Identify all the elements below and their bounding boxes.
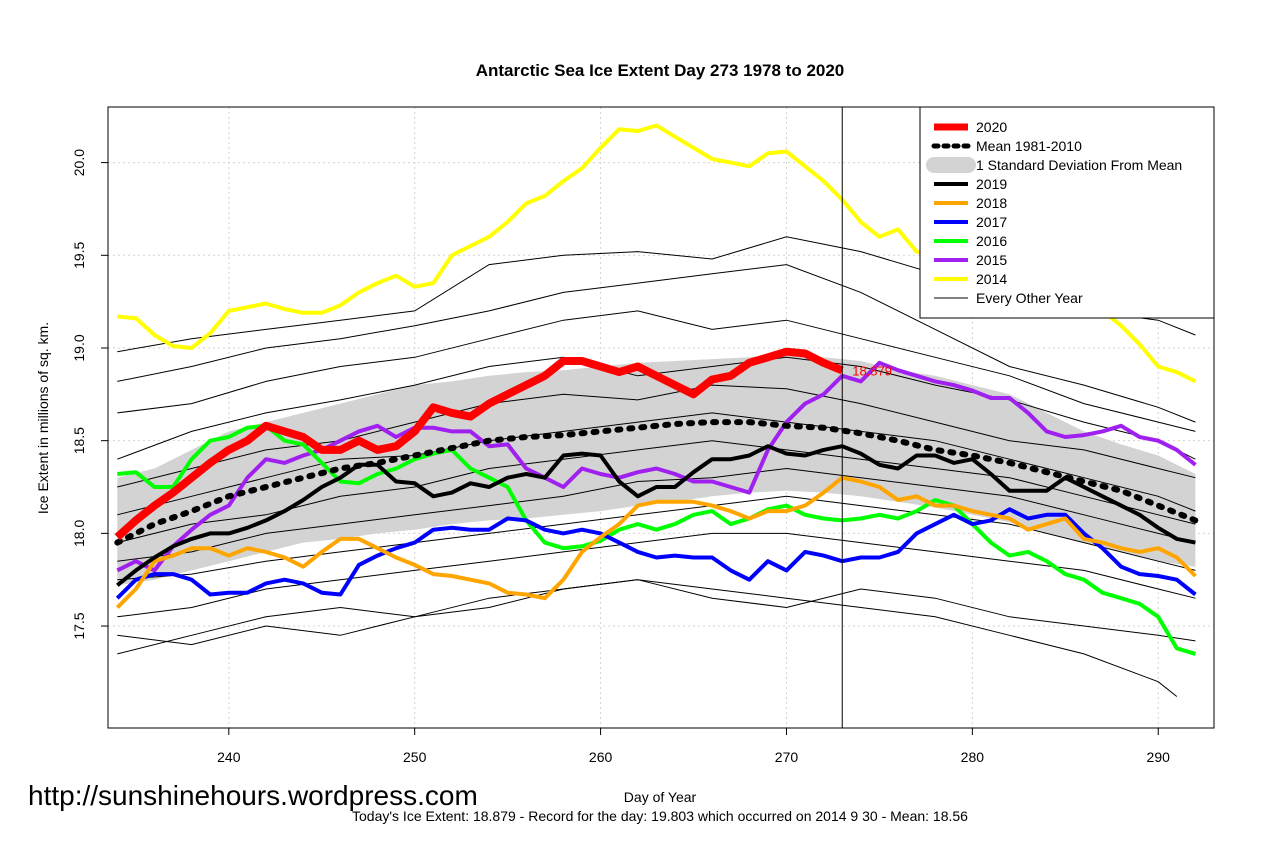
legend-box <box>919 106 1215 319</box>
current-day-marker: 18.879 <box>841 107 892 728</box>
other-year-line-5 <box>117 412 1196 516</box>
legend-label-3: 2019 <box>976 176 1007 192</box>
legend-label-5: 2017 <box>976 214 1007 230</box>
x-tick-label-1: 250 <box>403 749 427 765</box>
other-year-line-7 <box>117 467 1196 562</box>
other-year-line-6 <box>117 440 1196 544</box>
legend-label-7: 2015 <box>976 252 1007 268</box>
chart-title: Antarctic Sea Ice Extent Day 273 1978 to… <box>476 61 845 80</box>
series-line-2019 <box>116 444 1196 587</box>
legend-label-2: 1 Standard Deviation From Mean <box>976 157 1182 173</box>
other-year-line-8 <box>117 495 1196 581</box>
other-year-line-2 <box>117 310 1196 432</box>
y-axis: 17.5 18.0 18.5 19.0 19.5 20.0 <box>71 149 108 640</box>
watermark-url: http://sunshinehours.wordpress.com <box>28 780 478 811</box>
legend-label-4: 2018 <box>976 195 1007 211</box>
other-year-line-10 <box>117 579 1196 655</box>
legend-label-6: 2016 <box>976 233 1007 249</box>
current-value-label: 18.879 <box>852 363 892 378</box>
legend-label-1: Mean 1981-2010 <box>976 138 1082 154</box>
y-tick-label-3: 19.0 <box>71 334 87 361</box>
x-tick-label-3: 270 <box>775 749 799 765</box>
series-line-2017 <box>115 507 1197 600</box>
x-tick-label-4: 280 <box>961 749 985 765</box>
x-axis-label: Day of Year <box>624 789 697 805</box>
x-tick-label-5: 290 <box>1147 749 1171 765</box>
other-year-line-11 <box>117 579 1178 697</box>
other-year-line-1 <box>117 264 1196 423</box>
series-line-2015 <box>116 360 1197 573</box>
x-tick-label-0: 240 <box>217 749 241 765</box>
y-axis-label: Ice Extent in millions of sq. km. <box>35 322 51 514</box>
y-tick-label-4: 19.5 <box>71 241 87 268</box>
x-axis: 240 250 260 270 280 290 <box>217 728 1170 765</box>
plot-frame <box>107 106 1215 729</box>
legend-label-9: Every Other Year <box>976 290 1083 306</box>
y-tick-label-2: 18.5 <box>71 427 87 454</box>
legend-label-8: 2014 <box>976 271 1007 287</box>
series-line-mean-1981-2010 <box>114 419 1199 546</box>
other-year-line-3 <box>117 356 1196 460</box>
series-line-2018 <box>115 475 1197 609</box>
y-tick-label-0: 17.5 <box>71 612 87 639</box>
y-tick-label-1: 18.0 <box>71 520 87 547</box>
series-line-2020 <box>114 347 844 541</box>
series-lines <box>114 123 1199 656</box>
series-line-2016 <box>117 423 1196 656</box>
legend: 2020 Mean 1981-2010 1 Standard Deviation F… <box>919 106 1215 319</box>
legend-label-0: 2020 <box>976 119 1007 135</box>
footer-summary: Today's Ice Extent: 18.879 - Record for … <box>352 808 968 824</box>
x-tick-label-2: 260 <box>589 749 613 765</box>
y-tick-label-5: 20.0 <box>71 149 87 176</box>
